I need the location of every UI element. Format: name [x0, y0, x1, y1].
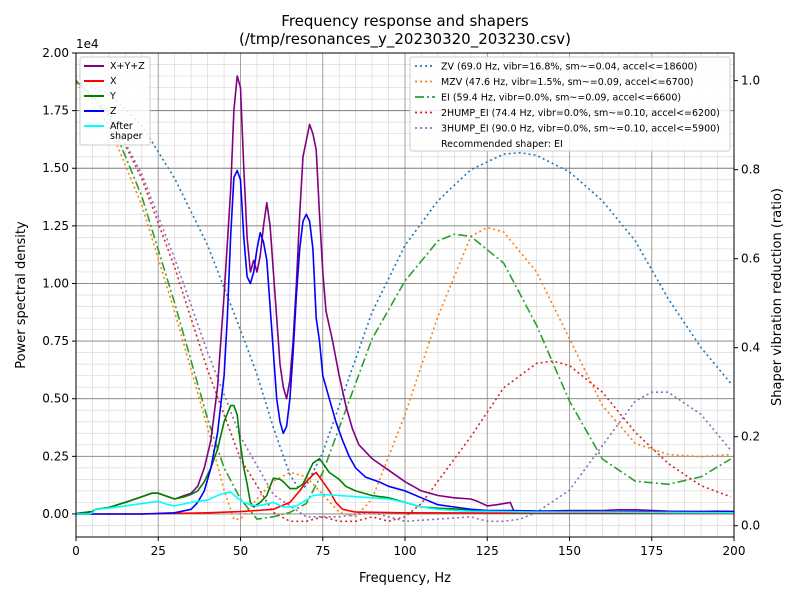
- y-right-tick-label: 0.0: [741, 519, 760, 533]
- legend-label: EI (59.4 Hz, vibr=0.0%, sm~=0.09, accel<…: [441, 93, 681, 104]
- x-tick-label: 0: [72, 544, 80, 558]
- y-right-tick-label: 0.2: [741, 430, 760, 444]
- y-tick-label: 1.00: [42, 276, 69, 290]
- x-tick-label: 75: [315, 544, 330, 558]
- chart-title: Frequency response and shapers: [281, 12, 529, 30]
- x-axis: 0 25 50 75 100 125 150 175 200: [72, 537, 745, 558]
- x-tick-label: 200: [723, 544, 746, 558]
- legend-label: 2HUMP_EI (74.4 Hz, vibr=0.0%, sm~=0.10, …: [441, 108, 720, 119]
- y-tick-label: 0.75: [42, 334, 69, 348]
- y-offset-label: 1e4: [76, 37, 99, 51]
- y-tick-label: 1.50: [42, 161, 69, 175]
- y-axis-title: Power spectral density: [14, 221, 29, 369]
- y-tick-label: 0.00: [42, 507, 69, 521]
- shaper-line-zv: [75, 80, 732, 492]
- x-tick-label: 25: [151, 544, 166, 558]
- psd-line-z: [76, 169, 734, 515]
- y-tick-label: 0.50: [42, 392, 69, 406]
- shaper-series-layer: [75, 80, 732, 523]
- psd-line-y: [75, 404, 735, 515]
- shaper-line-ei: [75, 80, 732, 520]
- legend-label: 3HUMP_EI (90.0 Hz, vibr=0.0%, sm~=0.10, …: [441, 124, 720, 135]
- legend-label: Z: [110, 106, 117, 117]
- x-tick-label: 50: [233, 544, 248, 558]
- legend-label: X: [110, 76, 117, 87]
- y-right-tick-label: 0.4: [741, 341, 760, 355]
- y-right-tick-label: 0.8: [741, 163, 760, 177]
- x-axis-title: Frequency, Hz: [359, 571, 451, 586]
- legend-label: shaper: [110, 131, 143, 142]
- shaper-line-mzv: [75, 82, 731, 520]
- legend-right-box: [409, 56, 731, 152]
- y-axis-left: 0.00 0.25 0.50 0.75 1.00 1.25 1.50 1.75 2.00: [42, 46, 76, 521]
- shaper-line-3hump-ei: [75, 80, 732, 523]
- legend-label: X+Y+Z: [110, 61, 145, 72]
- legend-label: MZV (47.6 Hz, vibr=1.5%, sm~=0.09, accel…: [441, 77, 693, 88]
- y-right-tick-label: 1.0: [741, 74, 760, 88]
- y-tick-label: 0.25: [42, 449, 69, 463]
- chart-subtitle: (/tmp/resonances_y_20230320_203230.csv): [239, 30, 571, 49]
- psd-series-layer: [75, 75, 735, 515]
- x-tick-label: 100: [394, 544, 417, 558]
- y-tick-label: 2.00: [42, 46, 69, 60]
- legend-left-box: [79, 56, 151, 146]
- y-axis-right-title: Shaper vibration reduction (ratio): [770, 188, 785, 406]
- legend-label: After: [110, 121, 133, 132]
- y-tick-label: 1.75: [42, 104, 69, 118]
- x-tick-label: 125: [476, 544, 499, 558]
- recommended-shaper-label: Recommended shaper: EI: [441, 139, 563, 150]
- y-right-tick-label: 0.6: [741, 252, 760, 266]
- y-tick-label: 1.25: [42, 219, 69, 233]
- psd-line-after-shaper: [76, 491, 735, 515]
- legend-right: ZV (69.0 Hz, vibr=16.8%, sm~=0.04, accel…: [409, 56, 731, 152]
- psd-line-x: [76, 471, 735, 515]
- legend-label: Y: [109, 91, 116, 102]
- y-axis-right: 0.0 0.2 0.4 0.6 0.8 1.0: [734, 74, 760, 533]
- legend-label: ZV (69.0 Hz, vibr=16.8%, sm~=0.04, accel…: [441, 62, 697, 73]
- x-tick-label: 175: [640, 544, 663, 558]
- x-tick-label: 150: [558, 544, 581, 558]
